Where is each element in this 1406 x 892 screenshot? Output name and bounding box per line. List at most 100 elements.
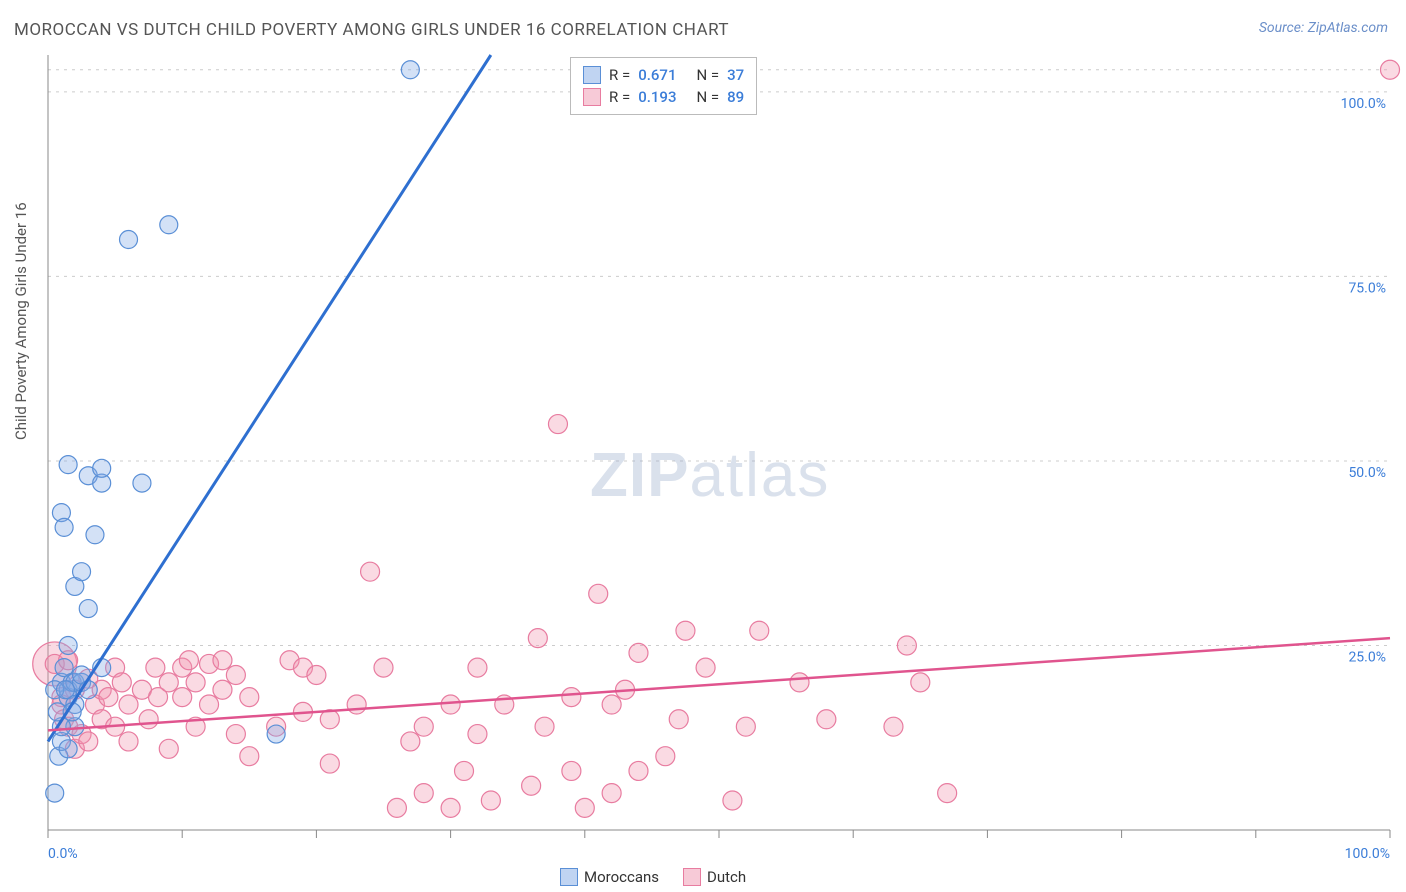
svg-text:25.0%: 25.0% (1348, 649, 1386, 665)
data-point (59, 456, 77, 474)
data-point (629, 761, 648, 780)
data-point (226, 666, 245, 685)
data-point (179, 651, 198, 670)
data-point (562, 688, 581, 707)
data-point (213, 651, 232, 670)
data-point (320, 754, 339, 773)
data-point (676, 621, 695, 640)
data-point (723, 791, 742, 810)
data-point (226, 725, 245, 744)
scatter-plot: 25.0% 50.0% 75.0% 100.0% 0.0% 100.0% (0, 0, 1406, 892)
legend-swatch (583, 88, 601, 106)
correlation-legend: R = 0.671 N = 37 R = 0.193 N = 89 (570, 57, 757, 115)
data-point (133, 474, 151, 492)
n-value: 37 (727, 66, 744, 84)
data-point (575, 798, 594, 817)
data-point (911, 673, 930, 692)
data-point (186, 673, 205, 692)
data-point (468, 658, 487, 677)
data-point (73, 563, 91, 581)
series-legend: Moroccans Dutch (560, 868, 746, 886)
data-point (414, 717, 433, 736)
data-point (213, 680, 232, 699)
data-point (669, 710, 688, 729)
data-point (86, 526, 104, 544)
data-point (696, 658, 715, 677)
data-point (46, 784, 64, 802)
data-point (347, 695, 366, 714)
legend-label: Moroccans (584, 868, 659, 886)
data-point (240, 747, 259, 766)
data-point (897, 636, 916, 655)
data-point (119, 695, 138, 714)
data-point (160, 216, 178, 234)
data-point (240, 688, 259, 707)
data-point (468, 725, 487, 744)
data-point (441, 695, 460, 714)
n-label: N = (696, 88, 719, 106)
data-point (602, 784, 621, 803)
r-label: R = (609, 88, 630, 106)
trend-line (48, 55, 491, 741)
data-point (817, 710, 836, 729)
data-point (481, 791, 500, 810)
data-point (59, 636, 77, 654)
n-label: N = (696, 66, 719, 84)
series-legend-item: Dutch (683, 868, 746, 886)
r-value: 0.671 (638, 66, 676, 84)
svg-text:75.0%: 75.0% (1348, 280, 1386, 296)
data-point (56, 681, 74, 699)
data-point (528, 629, 547, 648)
data-point (656, 747, 675, 766)
data-point (307, 666, 326, 685)
data-point (79, 600, 97, 618)
legend-swatch (560, 868, 578, 886)
data-point (173, 688, 192, 707)
series-legend-item: Moroccans (560, 868, 659, 886)
data-point (750, 621, 769, 640)
data-point (401, 61, 419, 79)
data-point (414, 784, 433, 803)
data-point (387, 798, 406, 817)
data-point (602, 695, 621, 714)
data-point (1381, 60, 1400, 79)
legend-swatch (583, 66, 601, 84)
data-point (139, 710, 158, 729)
r-label: R = (609, 66, 630, 84)
data-point (589, 584, 608, 603)
svg-text:100.0%: 100.0% (1341, 96, 1386, 112)
data-point (736, 717, 755, 736)
data-point (200, 695, 219, 714)
svg-text:50.0%: 50.0% (1348, 465, 1386, 481)
data-point (455, 761, 474, 780)
data-point (267, 725, 285, 743)
svg-text:100.0%: 100.0% (1345, 846, 1390, 862)
legend-label: Dutch (707, 868, 746, 886)
trend-line (48, 638, 1390, 730)
n-value: 89 (727, 88, 744, 106)
data-point (884, 717, 903, 736)
data-point (441, 798, 460, 817)
r-value: 0.193 (638, 88, 676, 106)
data-point (55, 518, 73, 536)
data-point (112, 673, 131, 692)
data-point (562, 761, 581, 780)
svg-text:0.0%: 0.0% (48, 846, 78, 862)
data-point (146, 658, 165, 677)
data-point (99, 688, 118, 707)
data-point (159, 739, 178, 758)
chart-container: MOROCCAN VS DUTCH CHILD POVERTY AMONG GI… (0, 0, 1406, 892)
data-point (522, 776, 541, 795)
data-point (59, 740, 77, 758)
data-point (79, 732, 98, 751)
data-point (629, 643, 648, 662)
data-point (535, 717, 554, 736)
data-point (548, 415, 567, 434)
data-point (159, 673, 178, 692)
data-point (119, 732, 138, 751)
data-point (361, 562, 380, 581)
data-point (938, 784, 957, 803)
data-point (401, 732, 420, 751)
legend-row: R = 0.671 N = 37 (583, 64, 744, 86)
data-point (93, 459, 111, 477)
